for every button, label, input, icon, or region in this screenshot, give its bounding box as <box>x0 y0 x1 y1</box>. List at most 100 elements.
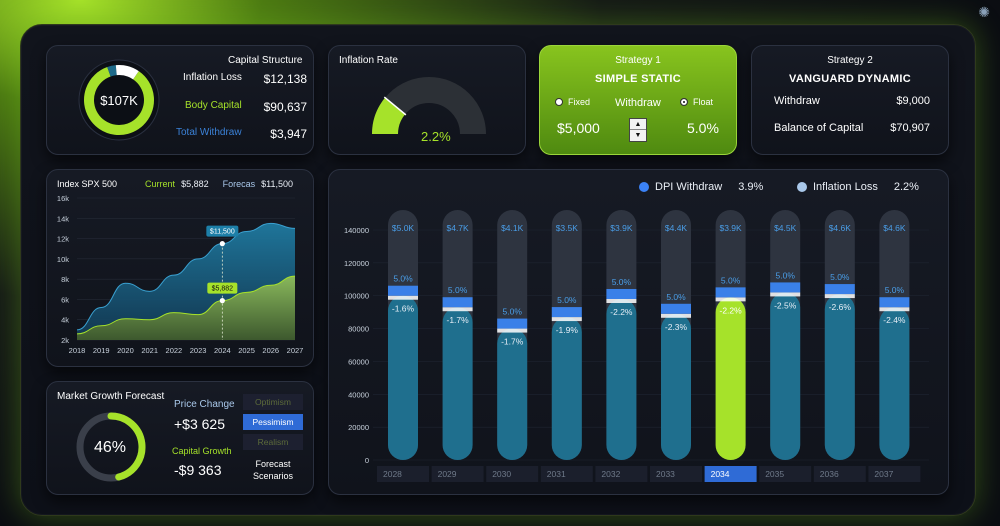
fixed-radio-label: Fixed <box>568 97 591 107</box>
spx-area-current <box>77 276 295 340</box>
bar-dpi-segment <box>388 285 418 296</box>
legend-dpi-label: DPI Withdraw <box>655 181 723 193</box>
bar-dpi-segment <box>606 289 637 299</box>
bar-amount-label: $3.5K <box>556 223 579 233</box>
bar-cap-line <box>551 317 582 322</box>
legend-inflation-dot-icon <box>797 182 807 192</box>
capital-donut-chart: $107K <box>78 59 160 141</box>
withdraw-label: Withdraw <box>615 97 661 109</box>
inflation-rate-value: 2.2% <box>421 129 451 144</box>
bar-dpi-rate-label: 5.0% <box>885 285 905 295</box>
bar-year-box <box>431 466 484 482</box>
spx-marker-dot <box>219 298 225 304</box>
bar-year-box <box>650 466 702 482</box>
bar-inflation-rate-label: -1.6% <box>392 304 415 314</box>
spx-ytick-label: 14k <box>57 214 69 223</box>
bar-year-box <box>540 466 593 482</box>
bar-cap-line <box>388 295 418 300</box>
spx-header: Index SPX 500 Current $5,882 Forecas $11… <box>57 179 305 189</box>
bar-balance <box>824 294 855 460</box>
bar-amount-label: $4.1K <box>501 223 524 233</box>
bar-inflation-rate-label: -2.2% <box>610 307 633 317</box>
bar-dpi-rate-label: 5.0% <box>557 295 577 305</box>
bar-inflation-rate-label: -1.9% <box>556 325 579 335</box>
spx-current-value: $5,882 <box>181 179 209 189</box>
spx-forecast-label: Forecas <box>222 179 256 189</box>
bar-dpi-rate-label: 5.0% <box>503 307 523 317</box>
theme-toggle-icon[interactable]: ✺ <box>978 4 990 20</box>
spx-xtick-label: 2022 <box>166 346 183 355</box>
scenario-realism[interactable]: Realism <box>243 434 303 450</box>
withdraw-bar-chart-card: DPI Withdraw 3.9% Inflation Loss 2.2% 0 2… <box>328 169 949 495</box>
bar-year-label: 2032 <box>601 469 620 479</box>
bar-year-box <box>759 466 812 482</box>
bar-cap-line <box>770 292 801 297</box>
bar-dpi-rate-label: 5.0% <box>612 277 632 287</box>
bar-ytick-label: 120000 <box>344 259 369 268</box>
capital-row-value: $3,947 <box>270 127 307 141</box>
bar-cap-line <box>879 307 910 312</box>
capital-structure-title: Capital Structure <box>228 55 303 66</box>
bar-dpi-rate-label: 5.0% <box>830 272 850 282</box>
donut-segment <box>84 67 154 135</box>
bar-balance <box>715 297 746 460</box>
inflation-rate-card: Inflation Rate 2.2% <box>328 45 526 155</box>
capital-row-label: Inflation Loss <box>183 72 242 83</box>
bar-inflation-rate-label: -1.7% <box>446 315 469 325</box>
bar-dpi-rate-label: 5.0% <box>666 292 686 302</box>
fixed-radio[interactable]: Fixed <box>555 97 590 107</box>
donut-center-value: $107K <box>100 93 138 108</box>
bar-ytick-label: 40000 <box>348 390 369 399</box>
bar-balance <box>388 295 418 460</box>
bar-year-box <box>377 466 429 482</box>
bar-year-label: 2031 <box>547 469 566 479</box>
capital-structure-card: Capital Structure $107K Inflation Loss $… <box>46 45 314 155</box>
bar-inflation-rate-label: -2.3% <box>665 322 688 332</box>
capital-row-inflation-loss: Inflation Loss $12,138 <box>167 72 307 86</box>
capital-growth-value: -$9 363 <box>174 462 222 478</box>
scenario-pessimism[interactable]: Pessimism <box>243 414 303 430</box>
strategy2-balance-row: Balance of Capital $70,907 <box>774 122 930 134</box>
bar-inflation-rate-label: -1.7% <box>501 337 524 347</box>
gauge-needle <box>383 96 407 116</box>
bar-cap-line <box>824 294 855 299</box>
legend-inflation: Inflation Loss 2.2% <box>797 181 919 193</box>
legend-inflation-value: 2.2% <box>893 181 919 193</box>
market-growth-donut <box>76 412 146 482</box>
bar-inflation-rate-label: -2.4% <box>883 315 906 325</box>
bar-cap-line <box>715 297 746 302</box>
bar-dpi-rate-label: 5.0% <box>721 275 741 285</box>
strategy1-amount: $5,000 <box>557 120 600 136</box>
spin-down-icon[interactable]: ▼ <box>634 132 642 139</box>
bar-year-label: 2030 <box>492 469 511 479</box>
bar-ytick-label: 0 <box>365 456 369 465</box>
spx-forecast-value: $11,500 <box>261 179 293 189</box>
bar-dpi-segment <box>551 307 582 318</box>
scenario-optimism[interactable]: Optimism <box>243 394 303 410</box>
float-radio[interactable]: Float <box>680 97 713 107</box>
bar-year-box <box>486 466 539 482</box>
spx-ytick-label: 8k <box>61 275 69 284</box>
spx-xtick-label: 2025 <box>238 346 255 355</box>
bar-cap-line <box>661 313 691 318</box>
bar-balance <box>770 292 801 460</box>
bar-ytick-label: 60000 <box>348 357 369 366</box>
bar-year-label: 2036 <box>820 469 839 479</box>
bar-dpi-segment <box>442 297 473 308</box>
spx-xtick-label: 2020 <box>117 346 134 355</box>
bar-cap-line <box>497 328 528 333</box>
spx-ytick-label: 2k <box>61 336 69 345</box>
legend-dpi-dot-icon <box>639 182 649 192</box>
gauge-fill <box>372 97 406 135</box>
capital-growth-label: Capital Growth <box>172 446 232 456</box>
withdraw-spinner[interactable]: ▲ ▼ <box>629 118 647 142</box>
bar-ytick-label: 100000 <box>344 292 369 301</box>
strategy1-name: SIMPLE STATIC <box>595 73 681 85</box>
market-donut-fill <box>107 412 146 481</box>
bar-dpi-segment <box>770 282 801 293</box>
spin-up-icon[interactable]: ▲ <box>630 119 646 130</box>
spx-marker-low-label: $5,882 <box>212 286 234 293</box>
legend-dpi: DPI Withdraw 3.9% <box>639 181 763 193</box>
strategy2-balance-label: Balance of Capital <box>774 122 864 134</box>
bar-year-box <box>595 466 648 482</box>
